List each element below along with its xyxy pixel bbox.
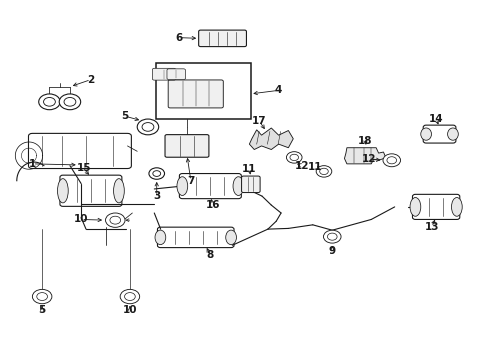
Circle shape bbox=[323, 230, 340, 243]
FancyBboxPatch shape bbox=[28, 134, 131, 168]
Bar bbox=[156, 63, 250, 119]
Circle shape bbox=[39, 94, 60, 110]
Circle shape bbox=[289, 154, 298, 161]
Text: 4: 4 bbox=[274, 85, 282, 95]
Text: 12: 12 bbox=[361, 154, 375, 164]
Circle shape bbox=[120, 289, 140, 304]
Circle shape bbox=[142, 123, 154, 131]
Text: 12: 12 bbox=[294, 161, 308, 171]
Text: 2: 2 bbox=[87, 75, 94, 85]
Text: 17: 17 bbox=[251, 116, 266, 126]
FancyBboxPatch shape bbox=[422, 125, 455, 143]
Circle shape bbox=[110, 216, 121, 224]
FancyBboxPatch shape bbox=[164, 135, 208, 157]
Text: 7: 7 bbox=[187, 176, 194, 186]
Circle shape bbox=[286, 152, 302, 163]
Circle shape bbox=[64, 98, 76, 106]
FancyBboxPatch shape bbox=[412, 194, 459, 220]
Circle shape bbox=[137, 119, 158, 135]
FancyBboxPatch shape bbox=[157, 227, 234, 248]
FancyBboxPatch shape bbox=[241, 176, 260, 193]
Ellipse shape bbox=[58, 179, 68, 203]
Text: 8: 8 bbox=[206, 250, 214, 260]
Circle shape bbox=[327, 233, 336, 240]
Text: 18: 18 bbox=[357, 136, 372, 145]
Text: 14: 14 bbox=[428, 114, 443, 124]
Text: 5: 5 bbox=[121, 111, 128, 121]
FancyBboxPatch shape bbox=[60, 175, 122, 206]
Polygon shape bbox=[249, 128, 293, 149]
Text: 15: 15 bbox=[76, 163, 91, 173]
Circle shape bbox=[37, 293, 47, 301]
Text: 10: 10 bbox=[122, 305, 137, 315]
Circle shape bbox=[124, 293, 135, 301]
Circle shape bbox=[59, 94, 81, 110]
Circle shape bbox=[43, 98, 55, 106]
Polygon shape bbox=[344, 148, 385, 164]
FancyBboxPatch shape bbox=[152, 68, 175, 80]
Circle shape bbox=[386, 157, 396, 164]
Ellipse shape bbox=[450, 198, 461, 216]
Circle shape bbox=[153, 171, 160, 176]
Ellipse shape bbox=[420, 128, 430, 140]
Circle shape bbox=[32, 289, 52, 304]
Text: 1: 1 bbox=[29, 159, 36, 169]
Circle shape bbox=[319, 168, 327, 175]
Ellipse shape bbox=[409, 198, 420, 216]
FancyBboxPatch shape bbox=[168, 80, 223, 108]
Ellipse shape bbox=[113, 179, 124, 203]
FancyBboxPatch shape bbox=[166, 69, 185, 80]
Text: 11: 11 bbox=[242, 163, 256, 174]
Text: 9: 9 bbox=[328, 246, 335, 256]
Ellipse shape bbox=[225, 230, 236, 245]
Circle shape bbox=[382, 154, 400, 167]
Circle shape bbox=[316, 166, 331, 177]
FancyBboxPatch shape bbox=[198, 30, 246, 46]
Ellipse shape bbox=[447, 128, 457, 140]
Text: 3: 3 bbox=[153, 191, 160, 201]
Text: 5: 5 bbox=[39, 305, 46, 315]
Circle shape bbox=[149, 168, 164, 179]
Text: 6: 6 bbox=[175, 33, 182, 42]
FancyBboxPatch shape bbox=[179, 174, 241, 199]
Text: 13: 13 bbox=[424, 222, 438, 232]
Text: 10: 10 bbox=[74, 215, 88, 224]
Text: 11: 11 bbox=[307, 162, 322, 172]
Text: 16: 16 bbox=[205, 200, 220, 210]
Circle shape bbox=[105, 213, 125, 227]
Ellipse shape bbox=[155, 230, 165, 245]
Ellipse shape bbox=[177, 177, 187, 195]
Ellipse shape bbox=[233, 177, 244, 195]
